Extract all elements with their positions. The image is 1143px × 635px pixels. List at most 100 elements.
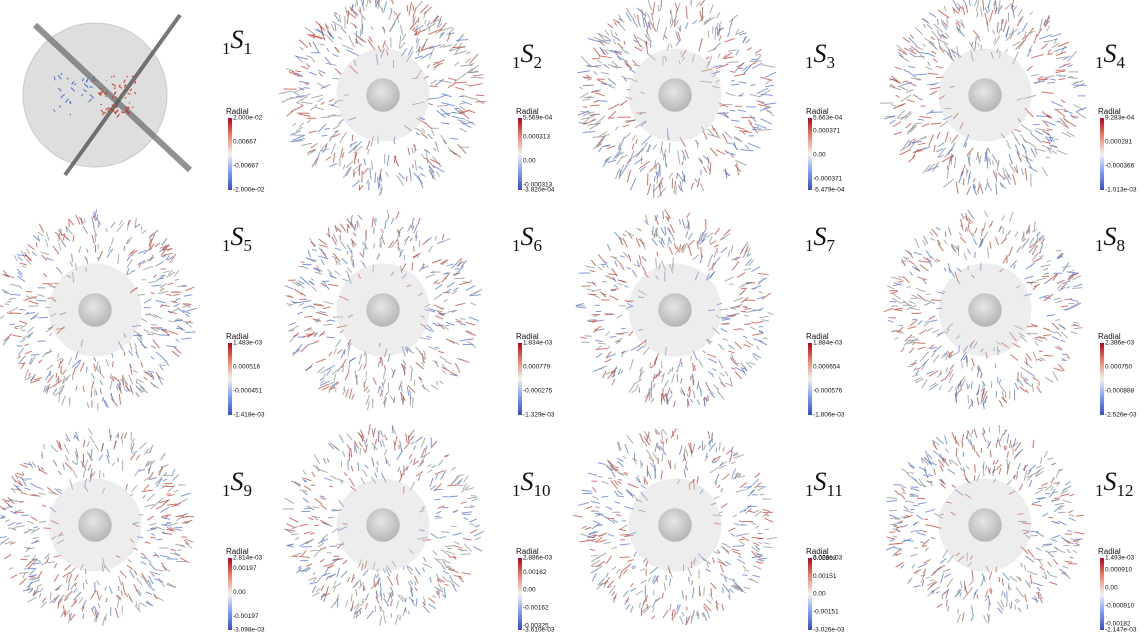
field-stroke [658,188,666,198]
field-stroke [612,547,617,548]
field-stroke [627,159,631,163]
field-stroke [915,27,923,34]
field-stroke [895,309,902,310]
field-stroke [1005,3,1011,9]
field-stroke [139,442,146,449]
field-stroke [10,284,18,286]
field-stroke [608,534,614,536]
field-stroke [908,580,911,584]
field-stroke [949,459,951,464]
field-stroke [582,526,587,528]
field-stroke [461,502,467,504]
field-stroke [762,293,771,300]
field-stroke [347,225,348,233]
field-stroke [923,146,931,149]
field-stroke [630,178,636,190]
field-stroke [364,365,366,369]
colorbar-label: 1.834e-03 [523,340,553,347]
field-stroke [328,517,334,518]
field-stroke [902,468,909,473]
field-stroke [981,7,983,17]
field-stroke [940,465,943,471]
field-stroke [87,402,88,407]
field-stroke [911,477,917,482]
field-stroke [421,133,428,138]
field-stroke [718,359,723,368]
field-stroke [109,586,112,593]
field-stroke [400,441,402,452]
field-stroke [324,478,332,481]
field-stroke [648,0,651,10]
field-stroke [329,163,337,166]
field-stroke [990,10,993,21]
field-stroke [694,365,695,371]
field-stroke [328,284,338,286]
field-stroke [326,157,331,161]
field-stroke [459,282,470,285]
core [78,508,111,541]
field-stroke [53,388,57,394]
field-stroke [739,540,745,545]
field-stroke [750,327,755,330]
field-stroke [918,52,927,54]
label-prefix: 1 [222,481,231,500]
field-stroke [343,560,347,564]
field-stroke [374,219,376,226]
field-stroke [913,505,918,506]
colorbar-label: -2.000e-02 [233,187,265,194]
field-stroke [378,177,379,189]
field-stroke [8,522,16,526]
field-stroke [425,445,427,452]
field-stroke [1047,260,1051,262]
field-stroke [943,179,954,187]
field-stroke [587,79,591,80]
field-stroke [459,96,464,97]
field-stroke [436,171,439,177]
core [658,78,691,111]
field-stroke [754,510,760,513]
field-stroke [682,220,685,229]
field-stroke [315,272,322,274]
field-stroke [947,600,948,607]
field-stroke [720,565,723,573]
field-stroke [426,336,431,337]
field-stroke [967,383,968,388]
field-stroke [936,592,940,594]
field-stroke [714,385,718,390]
field-stroke [39,487,44,490]
field-stroke [948,227,951,235]
field-stroke [64,444,69,454]
field-stroke [738,556,741,558]
field-stroke [1035,341,1038,346]
field-stroke [20,263,27,265]
field-stroke [469,519,477,522]
field-stroke [300,524,308,526]
field-stroke [686,450,688,457]
field-stroke [360,252,363,256]
field-stroke [1004,592,1005,597]
field-stroke [98,93,101,94]
field-stroke [756,321,764,323]
field-stroke [436,573,438,581]
field-stroke [412,397,413,408]
field-stroke [415,581,416,586]
field-stroke [626,489,632,495]
field-stroke [150,537,156,538]
label-subscript: 11 [827,481,843,500]
field-stroke [441,550,450,556]
field-stroke [1052,535,1060,538]
field-stroke [753,542,759,545]
field-stroke [48,562,54,563]
field-stroke [147,494,155,502]
field-stroke [983,0,984,11]
field-stroke [438,460,443,466]
field-stroke [1025,565,1026,571]
field-stroke [382,439,385,447]
field-stroke [301,301,311,302]
field-stroke [920,354,926,362]
field-stroke [332,369,339,374]
field-stroke [985,183,987,190]
field-stroke [352,180,359,187]
field-stroke [72,461,77,465]
field-stroke [720,373,725,376]
